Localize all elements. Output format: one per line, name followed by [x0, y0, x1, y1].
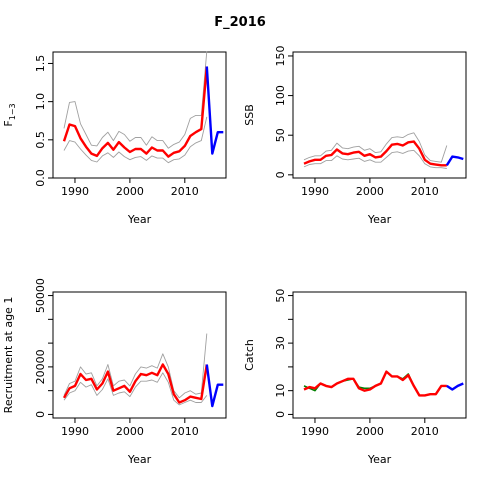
series-estimate-line	[303, 140, 447, 167]
panel-3: 1990 2000 2010 0 20000 50000 Year Recruitment a…	[2, 278, 227, 466]
y-tick-label: 1.0	[34, 93, 47, 111]
series-estimate-line	[303, 370, 447, 397]
series-projection-line	[205, 364, 224, 408]
x-tick-label: 2000	[116, 185, 144, 198]
series-upper-line	[63, 333, 208, 399]
x-tick-label: 1990	[301, 425, 329, 438]
y-tick-label: 50000	[34, 278, 47, 313]
y-tick-label: 0.0	[34, 169, 47, 187]
x-axis-label: Year	[367, 213, 392, 226]
series-estimate-line	[62, 66, 208, 158]
y-tick-label: 1.5	[34, 55, 47, 73]
plot-frame	[292, 291, 467, 419]
x-axis-label: Year	[127, 213, 152, 226]
x-tick-label: 2000	[356, 425, 384, 438]
y-axis-label: SSB	[243, 104, 256, 126]
series-projection-line	[445, 155, 464, 166]
x-tick-label: 2000	[116, 425, 144, 438]
figure-title: F_2016	[214, 15, 266, 30]
series-upper-line	[303, 132, 448, 163]
y-axis-label: F1−3	[2, 103, 17, 126]
panel-1: 1990 2000 2010 0.0 0.5 1.0 1.5 Year F1−3	[2, 51, 227, 226]
y-axis-label: Recruitment at age 1	[2, 297, 15, 414]
y-tick-label: 50	[274, 128, 287, 142]
y-tick-label: 0	[34, 411, 47, 418]
y-tick-label: 30	[274, 336, 287, 350]
y-tick-label: 0	[274, 171, 287, 178]
series-projection-line	[446, 382, 464, 391]
series-lower-line	[63, 372, 208, 406]
y-axis-label: Catch	[243, 339, 256, 371]
y-tick-label: 0	[274, 411, 287, 418]
panel-2: 1990 2000 2010 0 50 100 150 Year SSB	[243, 45, 467, 226]
x-axis-label: Year	[367, 453, 392, 466]
x-tick-label: 1990	[61, 185, 89, 198]
y-tick-label: 50	[274, 289, 287, 303]
plot-frame	[292, 51, 467, 179]
y-tick-label: 10	[274, 384, 287, 398]
y-axis-label-subscript: 1−3	[8, 103, 17, 120]
series-lower-line	[303, 149, 447, 169]
y-tick-label: 0.5	[34, 131, 47, 149]
series-lower-line	[63, 116, 208, 164]
x-tick-label: 2010	[171, 185, 199, 198]
series-upper-line	[63, 51, 208, 149]
x-tick-label: 2010	[171, 425, 199, 438]
y-tick-label: 100	[274, 85, 287, 106]
x-tick-label: 2010	[411, 185, 439, 198]
x-axis-label: Year	[127, 453, 152, 466]
y-tick-label: 150	[274, 45, 287, 66]
x-tick-label: 2000	[356, 185, 384, 198]
series-observed-line	[303, 370, 447, 397]
plot-frame	[52, 291, 227, 419]
plot-frame	[52, 51, 227, 179]
x-tick-label: 1990	[301, 185, 329, 198]
y-tick-label: 20000	[34, 349, 47, 384]
x-tick-label: 1990	[61, 425, 89, 438]
panel-4: 1990 2000 2010 0 10 30 50 Year Catch	[243, 289, 467, 466]
x-tick-label: 2010	[411, 425, 439, 438]
y-axis-label-main: F	[2, 120, 15, 126]
series-projection-line	[205, 66, 224, 155]
series-estimate-line	[62, 363, 208, 404]
